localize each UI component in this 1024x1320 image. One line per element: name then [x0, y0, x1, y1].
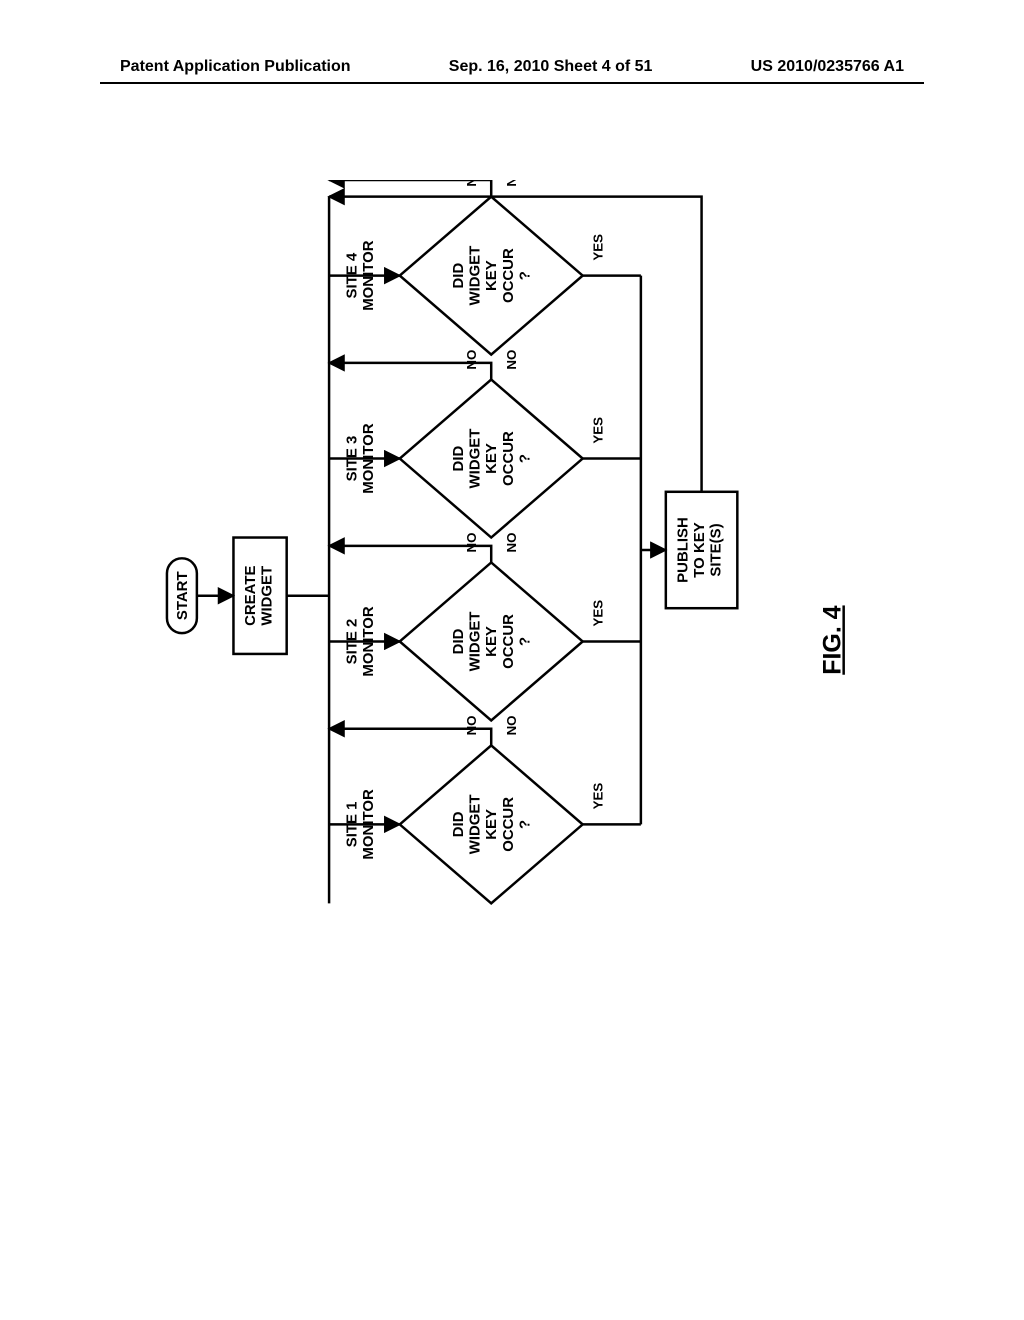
svg-text:YES: YES: [591, 234, 606, 261]
svg-text:OCCUR: OCCUR: [500, 431, 517, 486]
svg-text:?: ?: [516, 454, 533, 463]
svg-text:WIDGET: WIDGET: [467, 794, 484, 854]
svg-text:NO: NO: [464, 715, 479, 735]
svg-text:YES: YES: [591, 600, 606, 627]
svg-text:?: ?: [516, 271, 533, 280]
svg-text:NO: NO: [504, 533, 519, 553]
svg-text:?: ?: [516, 820, 533, 829]
svg-text:WIDGET: WIDGET: [259, 566, 276, 626]
svg-text:OCCUR: OCCUR: [500, 614, 517, 669]
header-right: US 2010/0235766 A1: [751, 58, 904, 76]
svg-text:NO: NO: [464, 180, 479, 187]
svg-text:OCCUR: OCCUR: [500, 248, 517, 303]
svg-text:SITE 1: SITE 1: [344, 802, 361, 848]
svg-text:MONITOR: MONITOR: [360, 240, 377, 311]
svg-text:MONITOR: MONITOR: [360, 606, 377, 677]
svg-text:YES: YES: [591, 417, 606, 444]
svg-text:SITE 2: SITE 2: [344, 619, 361, 665]
svg-text:KEY: KEY: [483, 626, 500, 657]
svg-text:WIDGET: WIDGET: [467, 612, 484, 672]
flowchart-svg: STARTCREATEWIDGETSITE 1MONITORDIDWIDGETK…: [142, 180, 882, 1120]
svg-text:SITE 4: SITE 4: [344, 252, 361, 298]
svg-text:NO: NO: [464, 533, 479, 553]
svg-text:KEY: KEY: [483, 260, 500, 291]
svg-text:YES: YES: [591, 783, 606, 810]
svg-text:NO: NO: [504, 180, 519, 187]
svg-text:WIDGET: WIDGET: [467, 429, 484, 489]
svg-text:NO: NO: [464, 350, 479, 370]
svg-text:MONITOR: MONITOR: [360, 789, 377, 860]
svg-text:DID: DID: [450, 263, 467, 289]
header-left: Patent Application Publication: [120, 58, 351, 76]
svg-text:SITE 3: SITE 3: [344, 436, 361, 482]
svg-text:DID: DID: [450, 628, 467, 654]
svg-text:DID: DID: [450, 445, 467, 471]
svg-text:KEY: KEY: [483, 443, 500, 474]
header-center: Sep. 16, 2010 Sheet 4 of 51: [449, 58, 653, 76]
svg-text:FIG. 4: FIG. 4: [818, 605, 846, 674]
svg-text:SITE(S): SITE(S): [708, 523, 725, 576]
svg-text:START: START: [174, 571, 191, 620]
svg-text:PUBLISH: PUBLISH: [674, 517, 691, 583]
flowchart-canvas: STARTCREATEWIDGETSITE 1MONITORDIDWIDGETK…: [142, 180, 882, 1120]
svg-text:NO: NO: [504, 350, 519, 370]
svg-text:NO: NO: [504, 715, 519, 735]
svg-text:WIDGET: WIDGET: [467, 246, 484, 306]
svg-text:KEY: KEY: [483, 809, 500, 840]
header-rule: [100, 82, 924, 84]
svg-text:DID: DID: [450, 811, 467, 837]
svg-text:TO KEY: TO KEY: [691, 522, 708, 577]
svg-text:CREATE: CREATE: [242, 566, 259, 626]
svg-text:MONITOR: MONITOR: [360, 423, 377, 494]
svg-text:OCCUR: OCCUR: [500, 797, 517, 852]
svg-text:?: ?: [516, 637, 533, 646]
